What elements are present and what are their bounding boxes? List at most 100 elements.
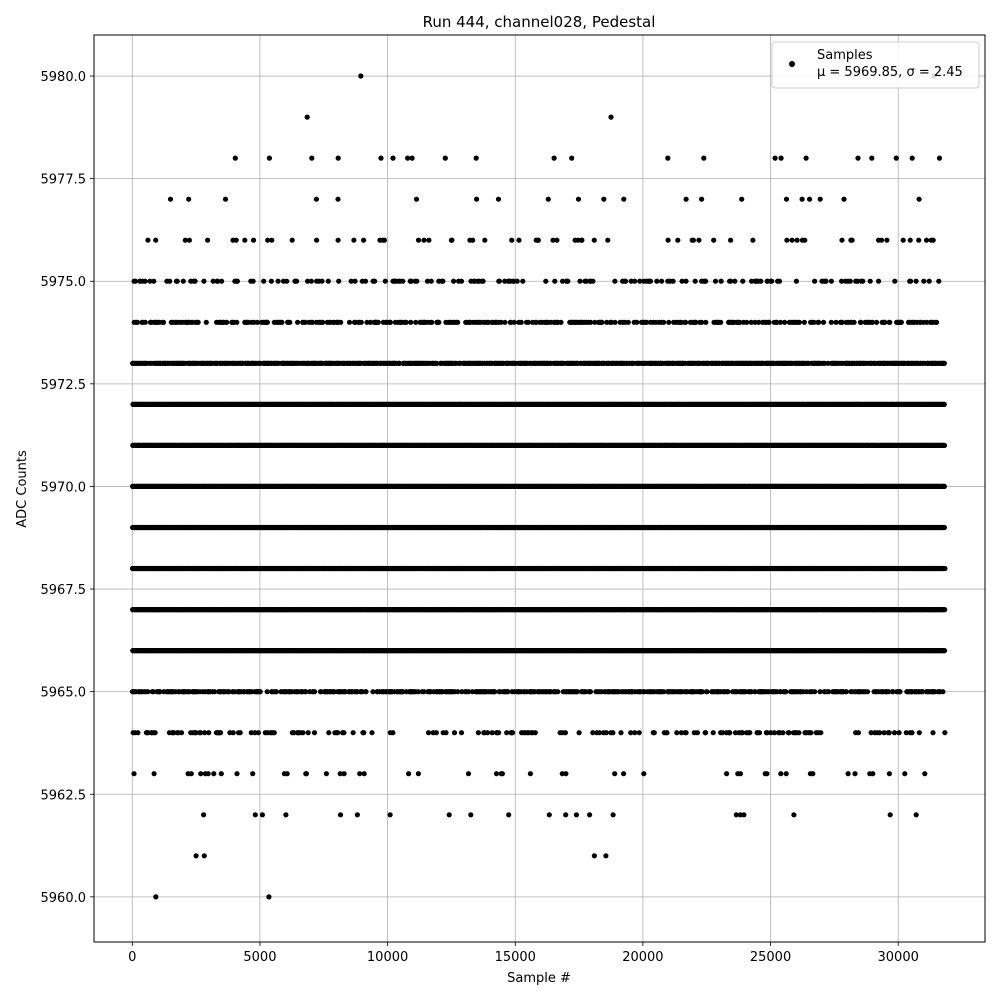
- sample-point: [429, 319, 435, 325]
- sample-point: [323, 771, 329, 777]
- sample-point: [496, 278, 502, 284]
- sample-point: [192, 278, 198, 284]
- sample-point: [206, 730, 212, 736]
- sample-point: [252, 812, 258, 818]
- sample-point: [287, 319, 293, 325]
- sample-point: [135, 730, 141, 736]
- sample-point: [198, 771, 204, 777]
- sample-point: [151, 278, 157, 284]
- sample-point: [543, 278, 549, 284]
- sample-point: [335, 155, 341, 161]
- sample-point: [415, 771, 421, 777]
- sample-point: [473, 155, 479, 161]
- sample-point: [314, 237, 320, 243]
- sample-point: [509, 237, 515, 243]
- sample-point: [284, 278, 290, 284]
- sample-point: [259, 812, 265, 818]
- sample-point: [201, 278, 207, 284]
- sample-point: [335, 730, 341, 736]
- sample-point: [495, 196, 502, 202]
- sample-point: [421, 237, 427, 243]
- sample-point: [319, 278, 325, 284]
- sample-point: [361, 771, 367, 777]
- sample-point: [218, 771, 224, 777]
- sample-point: [440, 278, 446, 284]
- sample-point: [151, 771, 157, 777]
- sample-point: [309, 155, 315, 161]
- sample-point: [210, 278, 216, 284]
- sample-point: [273, 689, 279, 695]
- sample-point: [186, 237, 192, 243]
- sample-point: [219, 278, 225, 284]
- sample-point: [153, 237, 159, 243]
- sample-point: [264, 689, 270, 695]
- sample-point: [198, 730, 204, 736]
- sample-point: [308, 278, 314, 284]
- sample-point: [268, 278, 274, 284]
- sample-point: [180, 278, 186, 284]
- sample-point: [250, 278, 256, 284]
- sample-point: [195, 319, 201, 325]
- sample-point: [502, 319, 508, 325]
- sample-point: [167, 278, 173, 284]
- sample-point: [474, 196, 480, 202]
- data-points: [129, 73, 948, 900]
- sample-point: [341, 771, 347, 777]
- sample-point: [381, 237, 387, 243]
- sample-point: [326, 730, 332, 736]
- sample-point: [212, 689, 218, 695]
- sample-point: [242, 237, 248, 243]
- sample-point: [475, 730, 481, 736]
- sample-point: [160, 319, 167, 325]
- sample-point: [375, 319, 381, 325]
- sample-point: [147, 278, 153, 284]
- sample-point: [234, 319, 240, 325]
- sample-point: [458, 278, 465, 284]
- sample-point: [211, 771, 217, 777]
- sample-point: [387, 812, 393, 818]
- sample-point: [470, 237, 476, 243]
- sample-point: [312, 689, 318, 695]
- sample-point: [428, 278, 434, 284]
- sample-point: [325, 278, 331, 284]
- sample-point: [145, 237, 151, 243]
- sample-point: [496, 730, 502, 736]
- sample-point: [511, 319, 517, 325]
- sample-point: [232, 155, 238, 161]
- sample-point: [390, 155, 396, 161]
- sample-point: [499, 771, 505, 777]
- sample-point: [351, 237, 357, 243]
- sample-point: [284, 771, 290, 777]
- sample-point: [390, 730, 396, 736]
- sample-point: [215, 278, 221, 284]
- sample-point: [414, 278, 420, 284]
- sample-point: [188, 771, 194, 777]
- sample-point: [182, 237, 188, 243]
- sample-point: [174, 278, 180, 284]
- sample-point: [313, 196, 319, 202]
- sample-point: [303, 771, 309, 777]
- sample-point: [400, 278, 406, 284]
- sample-point: [201, 812, 207, 818]
- sample-point: [336, 278, 342, 284]
- sample-point: [150, 689, 156, 695]
- sample-point: [341, 730, 347, 736]
- sample-point: [202, 730, 208, 736]
- sample-point: [363, 689, 369, 695]
- sample-point: [358, 319, 364, 325]
- sample-point: [300, 730, 306, 736]
- sample-point: [409, 155, 415, 161]
- sample-point: [203, 319, 209, 325]
- sample-point: [234, 771, 240, 777]
- sample-point: [271, 730, 277, 736]
- sample-point: [369, 730, 375, 736]
- sample-point: [152, 730, 158, 736]
- sample-point: [455, 319, 461, 325]
- sample-point: [193, 730, 199, 736]
- sample-point: [378, 155, 384, 161]
- sample-point: [132, 278, 139, 284]
- sample-point: [509, 730, 516, 736]
- sample-point: [255, 730, 261, 736]
